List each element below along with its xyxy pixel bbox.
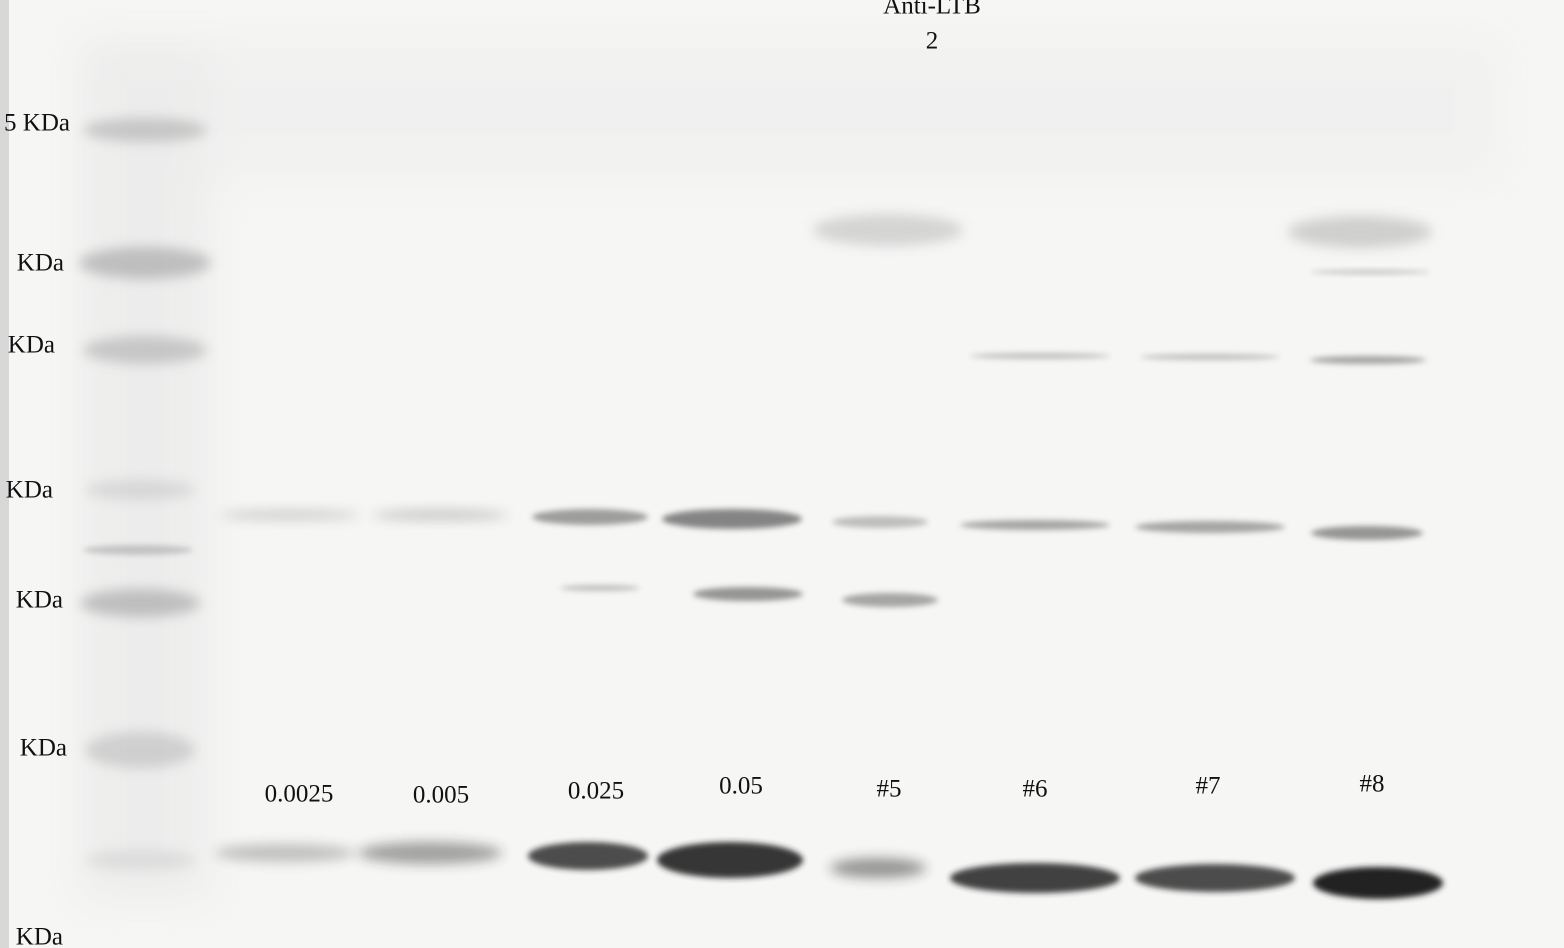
lane-label: #5 [877,776,902,803]
lane-label: 0.005 [413,782,469,809]
marker-label: KDa [17,250,64,277]
title: Anti-LTB [883,0,981,20]
marker-label: KDa [8,332,55,359]
marker-label: KDa [16,924,63,948]
subtitle: 2 [926,28,939,55]
marker-label: KDa [6,477,53,504]
labels: Anti-LTB 2 5 KDa KDa KDa KDa KDa KDa KDa… [4,0,1384,948]
middle-bands [220,509,1423,607]
lane-label: #6 [1023,776,1048,803]
marker-label: KDa [16,587,63,614]
upper-bands [813,214,1432,364]
ladder-bands [79,118,211,870]
lane-label: 0.0025 [265,781,334,808]
lane-label: 0.05 [719,773,763,800]
marker-label: KDa [20,735,67,762]
marker-label: 5 KDa [4,110,70,137]
lane-label: #8 [1360,771,1385,798]
left-edge [0,0,9,948]
lane-label: 0.025 [568,778,624,805]
lower-bands [215,842,1443,899]
lane-label: #7 [1196,773,1221,800]
